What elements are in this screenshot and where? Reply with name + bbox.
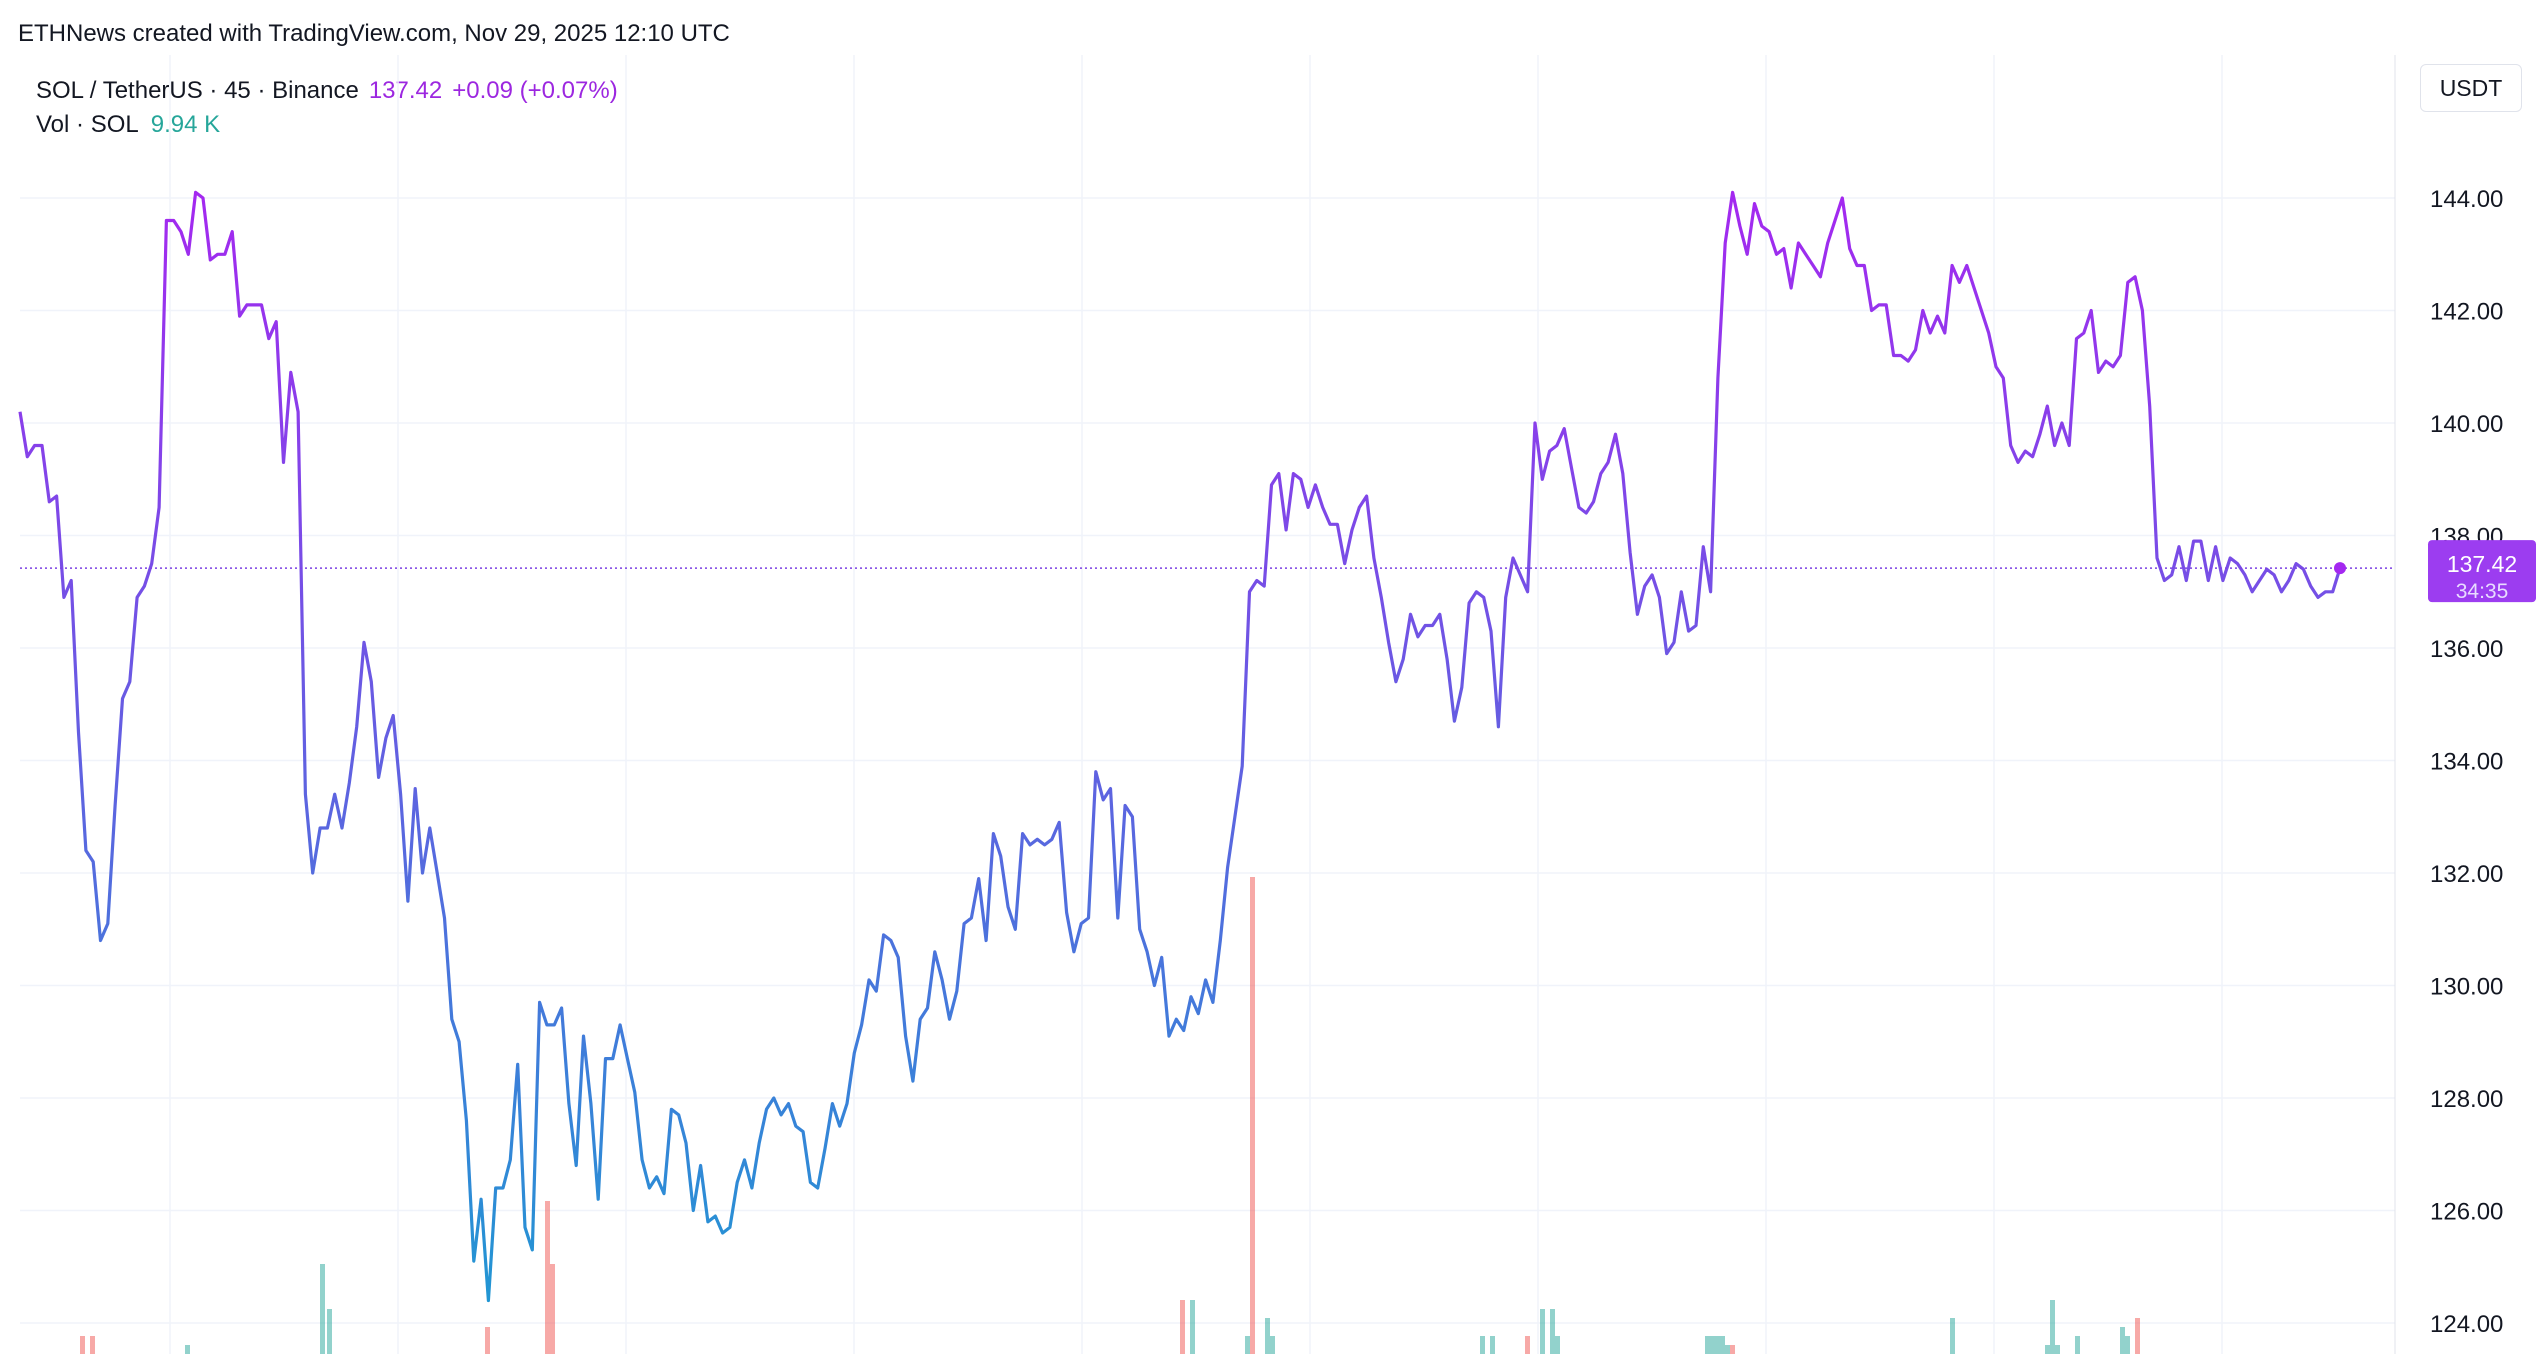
last-price-tag-price: 137.42 <box>2447 551 2517 577</box>
y-tick-label: 128.00 <box>2430 1086 2503 1113</box>
legend-price: 137.42 <box>368 77 443 104</box>
volume-bar <box>485 1327 490 1354</box>
volume-bar <box>1245 1336 1250 1354</box>
y-tick-label: 142.00 <box>2430 299 2503 326</box>
y-tick-label: 134.00 <box>2430 749 2503 776</box>
volume-bar <box>1950 1318 1955 1354</box>
volume-bar <box>2055 1345 2060 1354</box>
volume-bar <box>2075 1336 2080 1354</box>
y-tick-label: 132.00 <box>2430 861 2503 888</box>
volume-bar <box>90 1336 95 1354</box>
volume-bar <box>2050 1300 2055 1354</box>
last-price-point[interactable] <box>2334 562 2346 575</box>
volume-bar <box>2120 1327 2125 1354</box>
last-price-tag <box>2428 540 2536 603</box>
volume-bar <box>1490 1336 1495 1354</box>
volume-bar <box>80 1336 85 1354</box>
volume-bar <box>320 1264 325 1354</box>
volume-bar <box>1715 1336 1720 1354</box>
volume-bar <box>1705 1336 1710 1354</box>
volume-bar <box>1710 1336 1715 1354</box>
last-price-tag-countdown: 34:35 <box>2456 580 2509 603</box>
price-line-series[interactable] <box>18 190 2342 1303</box>
volume-bar <box>1480 1336 1485 1354</box>
volume-bar <box>2125 1336 2130 1354</box>
volume-bar <box>1250 877 1255 1354</box>
y-tick-label: 124.00 <box>2430 1311 2503 1338</box>
volume-bar <box>327 1309 332 1354</box>
volume-bar <box>1550 1309 1555 1354</box>
volume-bar <box>1720 1336 1725 1354</box>
legend-volume-value: 9.94 K <box>150 111 221 138</box>
volume-bar <box>545 1201 550 1354</box>
volume-bar <box>1730 1345 1735 1354</box>
volume-bar <box>1555 1336 1560 1354</box>
y-tick-label: 130.00 <box>2430 974 2503 1001</box>
legend-volume-label[interactable]: Vol · SOL <box>36 111 139 138</box>
legend-change: +0.09 (+0.07%) <box>452 77 618 104</box>
legend-price-row: SOL / TetherUS · 45 · Binance 137.42 +0.09… <box>36 74 618 108</box>
volume-bar <box>1525 1336 1530 1354</box>
volume-bar <box>185 1345 190 1354</box>
y-tick-label: 136.00 <box>2430 636 2503 663</box>
chart-legend: SOL / TetherUS · 45 · Binance 137.42 +0.09… <box>36 74 618 142</box>
volume-bar <box>1190 1300 1195 1354</box>
volume-bar <box>2045 1345 2050 1354</box>
volume-bar <box>1265 1318 1270 1354</box>
legend-symbol[interactable]: SOL / TetherUS · 45 · Binance <box>36 77 359 104</box>
volume-bar <box>1180 1300 1185 1354</box>
y-tick-label: 140.00 <box>2430 411 2503 438</box>
y-tick-label: 126.00 <box>2430 1199 2503 1226</box>
volume-bar <box>1270 1336 1275 1354</box>
y-tick-label: 144.00 <box>2430 186 2503 213</box>
legend-volume-row: Vol · SOL 9.94 K <box>36 108 618 142</box>
volume-bar <box>550 1264 555 1354</box>
currency-button[interactable]: USDT <box>2420 64 2522 112</box>
volume-bar <box>1725 1345 1730 1354</box>
volume-bar <box>1540 1309 1545 1354</box>
volume-bar <box>2135 1318 2140 1354</box>
chart-attribution: ETHNews created with TradingView.com, No… <box>18 20 730 47</box>
